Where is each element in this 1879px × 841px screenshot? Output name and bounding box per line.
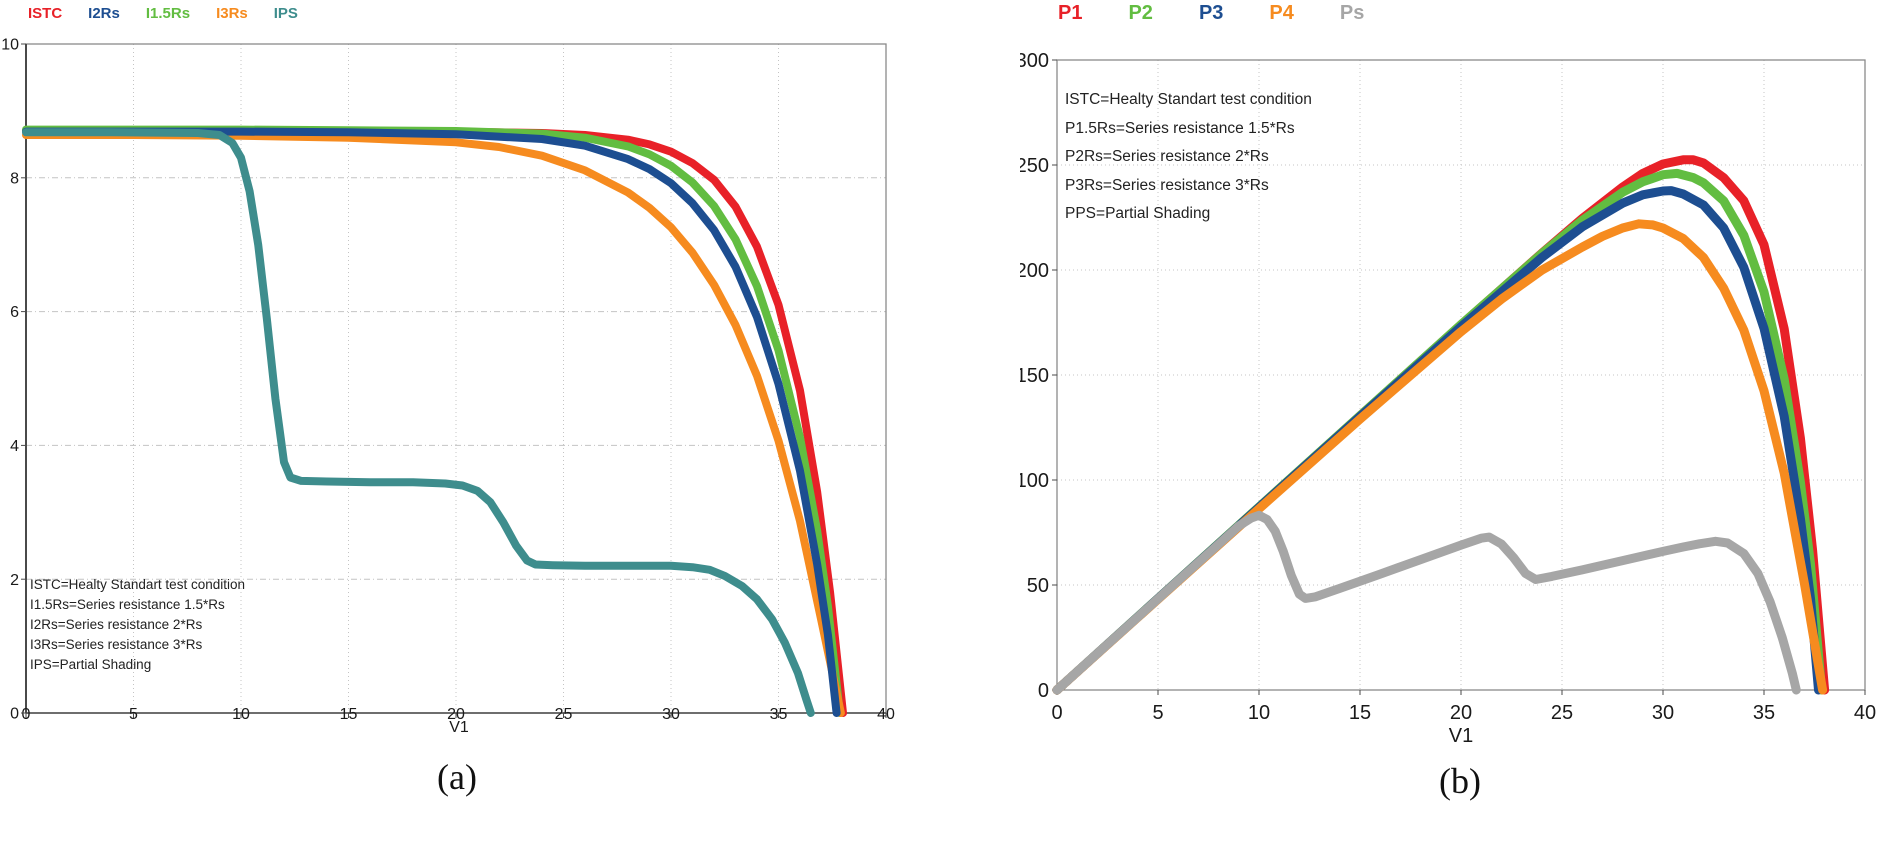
- x-tick-label: 25: [1551, 702, 1573, 724]
- chart-a-annotation: ISTC=Healty Standart test condition I1.5R…: [30, 575, 245, 675]
- legend-item-I2Rs: I2Rs: [88, 5, 120, 22]
- x-tick-label: 5: [1152, 702, 1163, 724]
- legend-item-P1: P1: [1058, 2, 1083, 24]
- annotation-line: P3Rs=Series resistance 3*Rs: [1065, 176, 1269, 194]
- legend-item-P2: P2: [1128, 2, 1153, 24]
- x-tick-label: 40: [877, 706, 895, 723]
- y-tick-label: 100: [1020, 470, 1049, 492]
- x-tick-label: 0: [22, 706, 31, 723]
- x-tick-label: 15: [340, 706, 358, 723]
- y-tick-label: 200: [1020, 260, 1049, 282]
- chart-a-legend: ISTC I2Rs I1.5Rs I3Rs IPS: [28, 5, 298, 22]
- chart-a-plot: 0 5 10 15 20 25 30 35 40 0 2 4 6 8 10: [1, 37, 895, 723]
- y-tick-label: 300: [1020, 50, 1049, 72]
- chart-a-iv-curves: 0 5 10 15 20 25 30 35 40 0 2 4 6 8 10 ISTC I2Rs I1.5Rs I3…: [0, 0, 920, 841]
- chart-b-plot: 0 5 10 15 20 25 30 35 40 0 50 100 150 200 250 300: [1020, 50, 1876, 724]
- x-tick-label: 10: [1248, 702, 1270, 724]
- chart-b-legend: P1 P2 P3 P4 Ps: [1058, 2, 1364, 25]
- x-tick-label: 30: [1652, 702, 1674, 724]
- chart-b-pv-curves: 0 5 10 15 20 25 30 35 40 0 50 100 150 200 250 300 P1 P2 P…: [1020, 0, 1879, 841]
- legend-item-Ps: Ps: [1339, 2, 1365, 24]
- legend-item-P4: P4: [1269, 2, 1294, 24]
- series-P1: [1052, 155, 1830, 695]
- series-P4: [1052, 219, 1828, 695]
- x-tick-label: 30: [662, 706, 680, 723]
- x-tick-label: 0: [1051, 702, 1062, 724]
- annotation-line: P2Rs=Series resistance 2*Rs: [1065, 148, 1269, 165]
- legend-item-I3Rs: I3Rs: [216, 5, 248, 22]
- annotation-line: I1.5Rs=Series resistance 1.5*Rs: [30, 597, 225, 612]
- y-tick-label: 0: [10, 706, 19, 723]
- y-tick-label: 250: [1020, 155, 1049, 177]
- y-tick-label: 2: [10, 572, 19, 589]
- x-tick-label: 35: [770, 706, 788, 723]
- chart-b-caption: (b): [1439, 761, 1481, 801]
- x-tick-label: 5: [129, 706, 138, 723]
- x-tick-label: 40: [1854, 702, 1876, 724]
- annotation-line: PPS=Partial Shading: [1065, 205, 1211, 222]
- y-tick-label: 4: [10, 438, 19, 455]
- series-I2Rs: [22, 127, 841, 717]
- legend-item-IPS: IPS: [273, 5, 298, 22]
- x-tick-label: 20: [447, 706, 465, 723]
- chart-b-x-axis-label: V1: [1448, 725, 1474, 747]
- y-tick-label: 150: [1020, 365, 1049, 387]
- annotation-line: I2Rs=Series resistance 2*Rs: [30, 617, 203, 632]
- annotation-line: ISTC=Healty Standart test condition: [1065, 91, 1312, 108]
- y-tick-label: 10: [1, 37, 19, 54]
- x-tick-label: 25: [555, 706, 573, 723]
- y-tick-label: 50: [1027, 575, 1049, 597]
- x-tick-label: 20: [1450, 702, 1472, 724]
- annotation-line: P1.5Rs=Series resistance 1.5*Rs: [1065, 119, 1295, 137]
- chart-a-x-axis-label: V1: [449, 719, 469, 736]
- legend-item-P3: P3: [1198, 2, 1224, 24]
- x-tick-label: 10: [232, 706, 250, 723]
- series-IPS: [22, 128, 815, 717]
- legend-item-ISTC: ISTC: [28, 5, 63, 22]
- series-P2: [1052, 168, 1827, 695]
- chart-a-caption: (a): [437, 757, 477, 797]
- series-I3Rs: [22, 131, 845, 717]
- annotation-line: IPS=Partial Shading: [30, 657, 152, 672]
- x-tick-label: 15: [1349, 702, 1371, 724]
- annotation-line: ISTC=Healty Standart test condition: [30, 577, 245, 592]
- y-tick-label: 6: [10, 304, 19, 321]
- series-Ps: [1052, 510, 1801, 695]
- chart-b-annotation: ISTC=Healty Standart test condition P1.5R…: [1065, 86, 1312, 229]
- x-tick-label: 35: [1753, 702, 1775, 724]
- annotation-line: I3Rs=Series resistance 3*Rs: [30, 637, 203, 652]
- y-tick-label: 8: [10, 170, 19, 187]
- y-tick-label: 0: [1038, 680, 1049, 702]
- legend-item-I1.5Rs: I1.5Rs: [145, 5, 191, 22]
